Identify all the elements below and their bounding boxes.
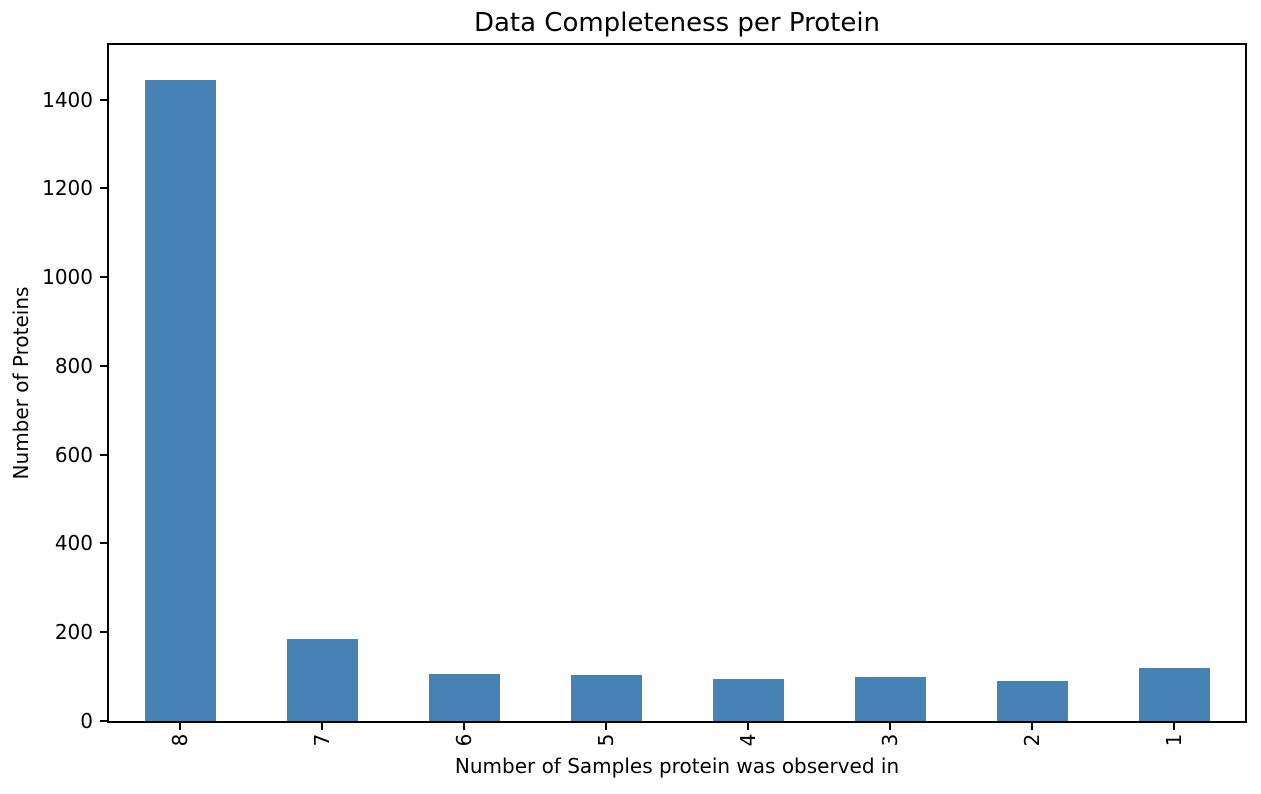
y-tick-mark: [100, 720, 107, 722]
y-axis-label: Number of Proteins: [9, 286, 33, 480]
y-tick-label: 200: [54, 620, 93, 645]
y-tick-label: 800: [54, 353, 93, 378]
bar-samples-8: [144, 79, 216, 721]
y-tick-label: 0: [80, 709, 93, 733]
x-tick-label: 6: [452, 733, 476, 747]
x-tick-mark: [463, 723, 465, 730]
y-tick-mark: [100, 453, 107, 456]
y-tick-mark: [100, 542, 107, 545]
bar-samples-3: [854, 677, 926, 721]
x-tick-mark: [1031, 723, 1033, 730]
y-tick-label: 400: [54, 531, 93, 556]
bar-samples-4: [712, 678, 784, 721]
bar-samples-1: [1138, 668, 1210, 721]
x-tick-mark: [1173, 723, 1175, 730]
y-tick-mark: [100, 364, 107, 367]
plot-area: 8 7 6 5 4 3 2 1 0 200 400 600 800 1000 1200 1400: [42, 43, 1247, 746]
bar-samples-7: [286, 638, 358, 721]
x-tick-label: 4: [736, 733, 760, 747]
x-tick-label: 7: [310, 733, 334, 747]
y-tick-label: 1000: [42, 265, 93, 290]
y-tick-label: 1200: [42, 176, 93, 201]
x-axis-label: Number of Samples protein was observed i…: [454, 754, 900, 778]
x-tick-label: 1: [1162, 733, 1186, 747]
y-tick-label: 600: [54, 442, 93, 467]
bar-samples-2: [996, 680, 1068, 721]
chart-title: Data Completeness per Protein: [473, 8, 881, 38]
bar-samples-5: [570, 675, 642, 721]
bar-samples-6: [428, 673, 500, 721]
y-tick-mark: [100, 631, 107, 634]
x-tick-mark: [747, 723, 749, 730]
y-tick-mark: [100, 276, 107, 279]
x-tick-label: 8: [168, 733, 192, 747]
x-tick-label: 3: [878, 733, 902, 747]
x-tick-label: 5: [594, 733, 618, 747]
y-tick-label: 1400: [42, 87, 93, 112]
x-tick-label: 2: [1020, 733, 1044, 747]
x-tick-mark: [605, 723, 607, 730]
x-tick-mark: [321, 723, 323, 730]
y-tick-mark: [100, 187, 107, 190]
y-tick-mark: [100, 98, 107, 101]
x-tick-mark: [889, 723, 891, 730]
x-tick-mark: [179, 723, 181, 730]
